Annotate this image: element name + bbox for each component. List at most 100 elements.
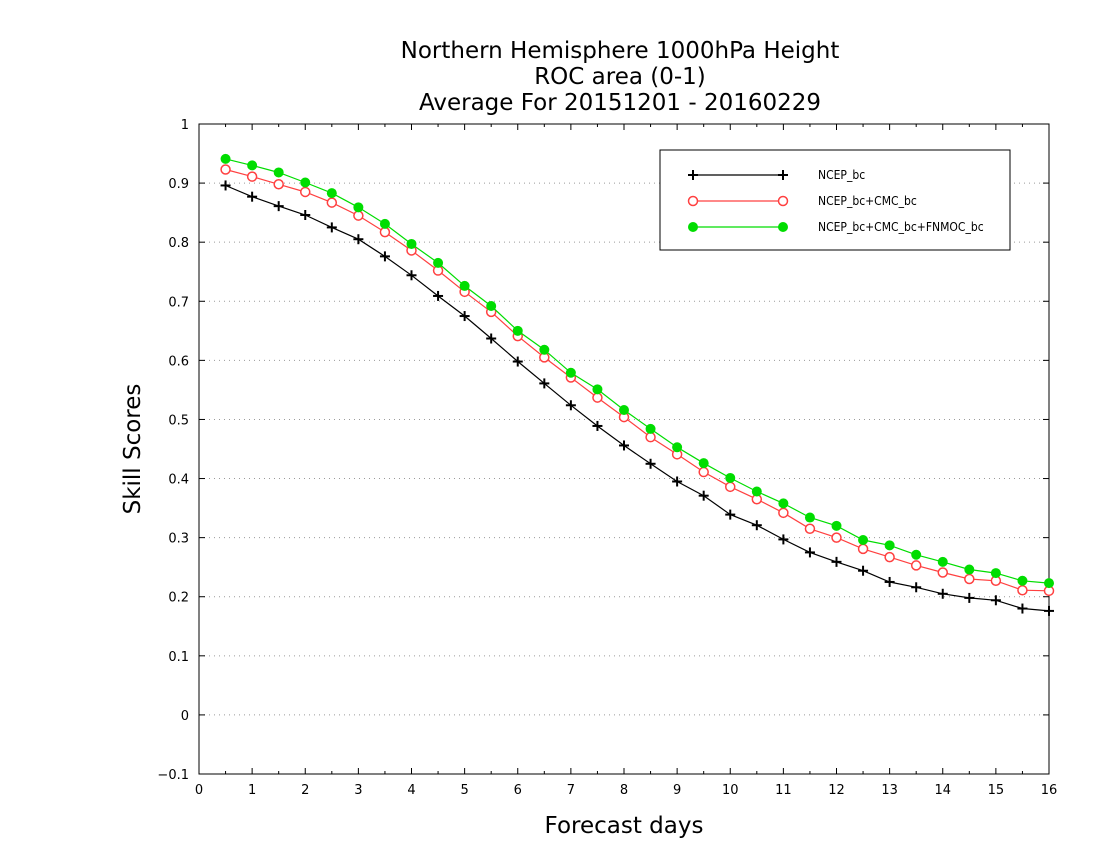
legend-entry: NCEP_bc+CMC_bc+FNMOC_bc (688, 220, 984, 234)
data-point (937, 588, 948, 599)
data-point (857, 543, 869, 555)
data-point (592, 384, 603, 395)
legend-marker (778, 170, 788, 180)
data-point (273, 179, 284, 190)
data-point (698, 490, 709, 501)
data-point (326, 222, 337, 233)
data-point (353, 234, 364, 245)
x-tick-label: 4 (407, 783, 415, 798)
data-point (619, 405, 629, 415)
x-axis: 0 1 2 3 4 5 6 7 8 9 10 11 12 13 14 15 16 (195, 124, 1057, 798)
data-point (247, 191, 258, 202)
data-point (698, 458, 709, 469)
x-tick-label: 13 (881, 783, 898, 798)
data-point (725, 509, 736, 520)
data-point (220, 180, 231, 191)
data-point (990, 595, 1001, 606)
legend-box (659, 149, 1011, 251)
legend-marker (778, 222, 788, 232)
data-point (326, 188, 337, 199)
y-tick-label: 0 (181, 709, 189, 724)
data-point (592, 392, 603, 403)
y-axis: −0.1 0 0.1 0.2 0.3 0.4 0.5 0.6 0.7 0.8 0.9 1 (157, 118, 1049, 783)
data-point (592, 420, 603, 431)
data-point (831, 556, 842, 567)
data-point (273, 201, 284, 212)
data-point (539, 378, 550, 389)
y-axis-title: Skill Scores (120, 384, 146, 515)
data-point (326, 197, 338, 208)
series-lines (220, 153, 1055, 616)
data-point (379, 251, 390, 262)
x-tick-label: 6 (514, 783, 522, 798)
x-tick-label: 15 (988, 783, 1005, 798)
data-point (725, 472, 736, 483)
data-point (884, 540, 895, 551)
legend-label: NCEP_bc (818, 168, 865, 182)
x-tick-label: 1 (248, 783, 256, 798)
chart-title-line: ROC area (0-1) (534, 64, 706, 90)
data-point (1017, 575, 1028, 586)
data-point (300, 210, 311, 220)
data-point (751, 520, 762, 531)
chart-title-line: Average For 20151201 - 20160229 (419, 90, 821, 116)
y-tick-label: 0.2 (168, 591, 189, 606)
data-point (300, 186, 311, 198)
y-tick-label: 0.9 (168, 177, 189, 192)
data-point (565, 367, 576, 378)
data-point (459, 280, 470, 291)
data-point (1017, 603, 1028, 614)
chart-title-line: Northern Hemisphere 1000hPa Height (401, 38, 840, 64)
data-point (645, 458, 656, 469)
data-point (512, 325, 523, 336)
y-tick-label: 0.7 (168, 295, 189, 310)
data-point (990, 568, 1001, 579)
x-tick-label: 0 (195, 783, 203, 798)
legend-marker (688, 222, 698, 232)
data-point (725, 481, 736, 493)
y-tick-label: 0.5 (168, 413, 189, 428)
data-point (964, 564, 975, 575)
y-tick-label: −0.1 (157, 768, 189, 783)
data-point (911, 549, 922, 560)
data-point (778, 534, 789, 545)
legend-label: NCEP_bc+CMC_bc+FNMOC_bc (818, 220, 984, 234)
data-point (1044, 605, 1054, 616)
data-point (645, 423, 656, 434)
data-point (884, 576, 895, 587)
data-point (220, 153, 231, 164)
data-point (778, 498, 789, 509)
data-point (512, 356, 523, 367)
data-point (964, 592, 975, 603)
x-tick-label: 12 (828, 783, 845, 798)
data-point (1044, 578, 1054, 589)
data-point (831, 520, 842, 531)
data-point (220, 164, 231, 175)
x-tick-label: 7 (567, 783, 575, 798)
x-tick-label: 3 (354, 783, 362, 798)
series-0 (220, 180, 1054, 616)
x-tick-label: 5 (460, 783, 468, 798)
y-tick-label: 0.4 (168, 473, 189, 488)
data-point (459, 311, 470, 322)
data-point (379, 218, 390, 229)
x-tick-label: 11 (775, 783, 792, 798)
legend: NCEP_bc NCEP_bc+CMC_bc NCEP_bc+CMC_bc+FNMO… (659, 149, 1011, 251)
data-point (406, 270, 417, 281)
y-tick-label: 0.8 (168, 236, 189, 251)
series-2 (220, 153, 1054, 589)
data-point (565, 400, 576, 411)
data-point (433, 290, 444, 301)
data-point (433, 257, 444, 268)
data-point (910, 560, 922, 571)
data-point (300, 177, 311, 188)
data-point (937, 567, 948, 578)
data-point (619, 440, 629, 451)
x-tick-label: 14 (934, 783, 951, 798)
data-point (804, 547, 815, 558)
y-tick-label: 0.3 (168, 532, 189, 547)
y-tick-label: 0.6 (168, 354, 189, 369)
